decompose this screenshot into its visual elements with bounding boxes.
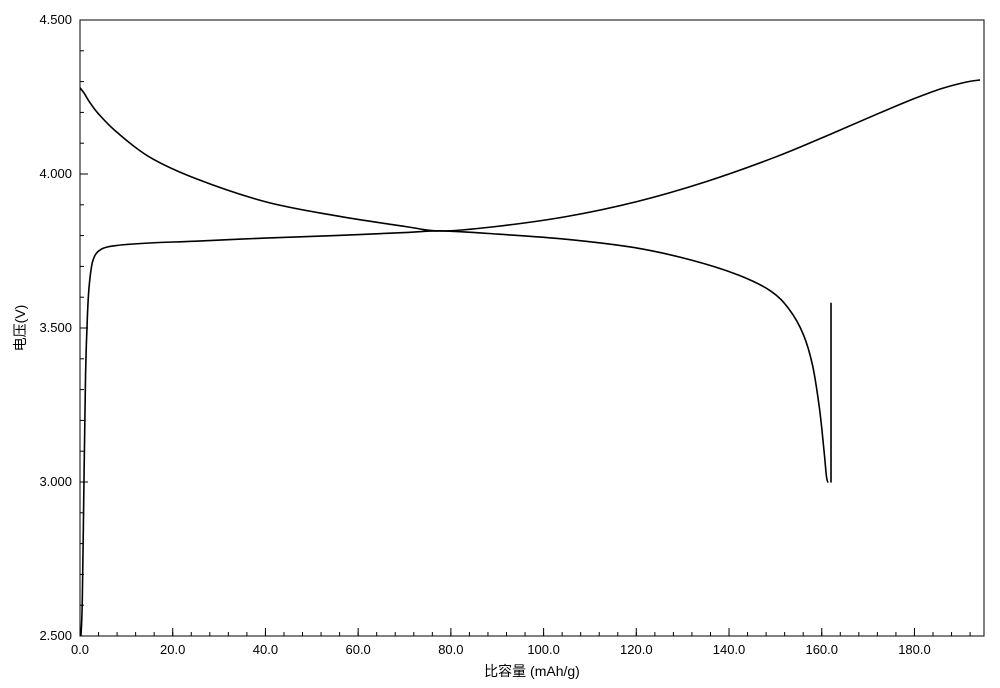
y-tick-label: 4.000 [39, 166, 72, 181]
voltage-capacity-chart: 0.0 20.0 40.0 60.0 80.0 100.0 120.0 140.0 160.0 1… [0, 0, 1000, 688]
y-tick-label: 3.000 [39, 474, 72, 489]
y-tick-label: 4.500 [39, 12, 72, 27]
x-tick-label: 120.0 [620, 642, 653, 657]
x-axis-label: 比容量 (mAh/g) [484, 663, 580, 679]
x-tick-label: 40.0 [253, 642, 278, 657]
x-tick-label: 20.0 [160, 642, 185, 657]
chart-container: 0.0 20.0 40.0 60.0 80.0 100.0 120.0 140.0 160.0 1… [0, 0, 1000, 688]
y-tick-label: 3.500 [39, 320, 72, 335]
y-axis-label: 电压(V) [12, 305, 28, 352]
x-tick-label: 80.0 [438, 642, 463, 657]
x-tick-label: 0.0 [71, 642, 89, 657]
x-tick-label: 140.0 [713, 642, 746, 657]
x-tick-label: 100.0 [527, 642, 560, 657]
x-tick-label: 60.0 [345, 642, 370, 657]
x-tick-label: 180.0 [898, 642, 931, 657]
x-tick-label: 160.0 [805, 642, 838, 657]
y-tick-label: 2.500 [39, 628, 72, 643]
